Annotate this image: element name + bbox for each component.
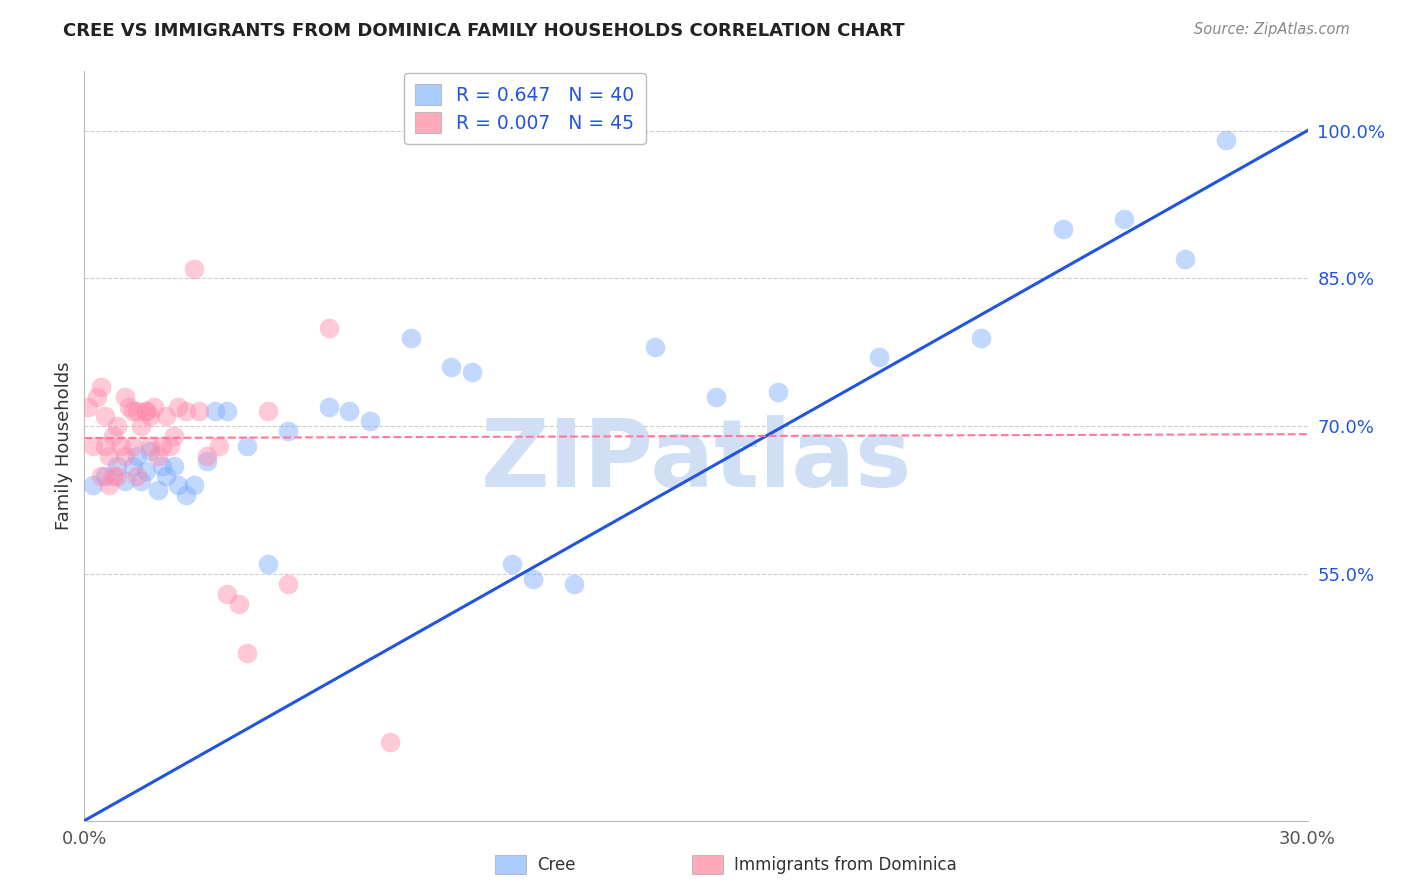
Point bbox=[93, 439, 115, 453]
Point bbox=[339, 404, 361, 418]
Point bbox=[217, 587, 239, 601]
Point bbox=[146, 449, 169, 463]
Point bbox=[135, 464, 157, 478]
Point bbox=[146, 483, 169, 498]
Point bbox=[183, 478, 205, 492]
Point bbox=[766, 384, 789, 399]
Point bbox=[257, 404, 280, 418]
Point bbox=[167, 400, 190, 414]
Point bbox=[127, 404, 149, 418]
Point bbox=[122, 458, 145, 473]
Point bbox=[461, 365, 484, 379]
Point bbox=[1215, 133, 1237, 147]
Point bbox=[399, 330, 422, 344]
Point bbox=[105, 468, 128, 483]
Point bbox=[318, 400, 340, 414]
Point bbox=[1174, 252, 1197, 266]
Text: ZIPatlas: ZIPatlas bbox=[481, 415, 911, 507]
Point bbox=[114, 390, 136, 404]
Text: Cree: Cree bbox=[537, 856, 575, 874]
Point bbox=[1114, 212, 1136, 227]
Point bbox=[236, 439, 259, 453]
Point bbox=[150, 439, 173, 453]
Point bbox=[706, 390, 728, 404]
Point bbox=[86, 390, 108, 404]
Point bbox=[97, 478, 120, 492]
Text: Source: ZipAtlas.com: Source: ZipAtlas.com bbox=[1194, 22, 1350, 37]
Point bbox=[1052, 222, 1074, 236]
Text: Immigrants from Dominica: Immigrants from Dominica bbox=[734, 856, 956, 874]
Point bbox=[122, 439, 145, 453]
Point bbox=[167, 478, 190, 492]
Point bbox=[127, 468, 149, 483]
Point bbox=[217, 404, 239, 418]
Point bbox=[174, 488, 197, 502]
Point bbox=[163, 458, 186, 473]
Point bbox=[77, 400, 100, 414]
Point bbox=[135, 404, 157, 418]
Point bbox=[187, 404, 209, 418]
Text: CREE VS IMMIGRANTS FROM DOMINICA FAMILY HOUSEHOLDS CORRELATION CHART: CREE VS IMMIGRANTS FROM DOMINICA FAMILY … bbox=[63, 22, 905, 40]
Point bbox=[228, 597, 250, 611]
Y-axis label: Family Households: Family Households bbox=[55, 362, 73, 530]
Point bbox=[110, 439, 132, 453]
Point bbox=[127, 449, 149, 463]
Point bbox=[155, 468, 177, 483]
Point bbox=[359, 414, 381, 428]
Point bbox=[118, 400, 141, 414]
Point bbox=[562, 577, 585, 591]
Point bbox=[131, 474, 153, 488]
Point bbox=[277, 577, 299, 591]
Point bbox=[380, 735, 402, 749]
Point bbox=[195, 449, 218, 463]
Point bbox=[644, 340, 666, 354]
Point bbox=[138, 439, 160, 453]
Point bbox=[318, 320, 340, 334]
Point bbox=[183, 261, 205, 276]
Point bbox=[131, 419, 153, 434]
Point bbox=[174, 404, 197, 418]
Point bbox=[522, 572, 544, 586]
Point bbox=[869, 351, 891, 365]
Point bbox=[138, 409, 160, 424]
Point bbox=[97, 449, 120, 463]
Point bbox=[150, 458, 173, 473]
Point bbox=[502, 558, 524, 572]
Point bbox=[163, 429, 186, 443]
Point bbox=[159, 439, 181, 453]
Point bbox=[195, 454, 218, 468]
Point bbox=[277, 424, 299, 438]
Point bbox=[82, 439, 104, 453]
Point bbox=[155, 409, 177, 424]
Point bbox=[93, 409, 115, 424]
Point bbox=[142, 400, 165, 414]
Point bbox=[257, 558, 280, 572]
Point bbox=[440, 360, 463, 375]
Point bbox=[114, 474, 136, 488]
Point bbox=[93, 468, 115, 483]
Point bbox=[105, 419, 128, 434]
Point bbox=[90, 380, 112, 394]
Point bbox=[101, 429, 124, 443]
Point bbox=[236, 646, 259, 660]
Point bbox=[208, 439, 231, 453]
Point bbox=[970, 330, 993, 344]
Point bbox=[114, 449, 136, 463]
Point bbox=[204, 404, 226, 418]
Point bbox=[138, 444, 160, 458]
Point bbox=[135, 404, 157, 418]
Point bbox=[122, 404, 145, 418]
Point bbox=[101, 468, 124, 483]
Legend: R = 0.647   N = 40, R = 0.007   N = 45: R = 0.647 N = 40, R = 0.007 N = 45 bbox=[404, 73, 645, 145]
Point bbox=[90, 468, 112, 483]
Point bbox=[82, 478, 104, 492]
Point bbox=[105, 458, 128, 473]
